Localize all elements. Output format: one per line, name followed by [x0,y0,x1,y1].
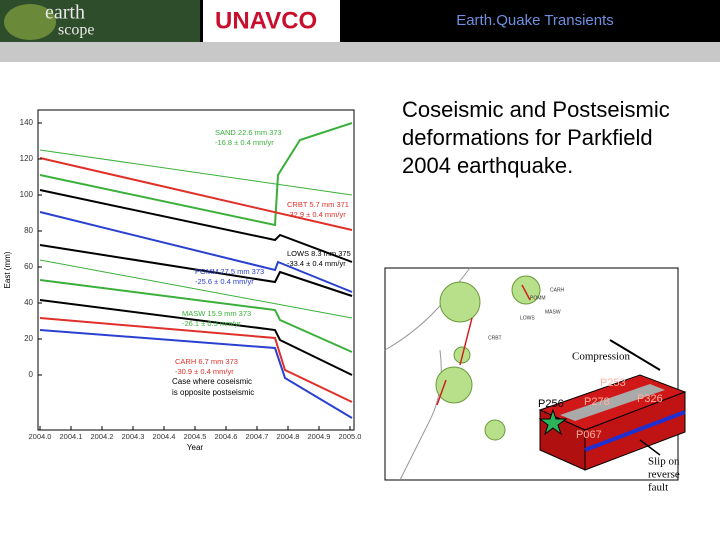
x-tick-label: 2004.6 [215,432,238,441]
earth-image [4,4,56,40]
x-axis-label: Year [187,443,204,452]
x-tick-label: 2004.8 [277,432,300,441]
x-tick-label: 2004.1 [60,432,83,441]
series-line [39,211,353,293]
series-line [39,122,353,227]
station-name: MASW [545,309,561,315]
station-label: CARH 6.7 mm 373 [175,357,238,366]
x-tick-label: 2005.0 [339,432,362,441]
slip-arrow [639,439,661,456]
series-line [39,279,353,353]
station-label: LOWS 8.3 mm 375 [287,249,351,258]
logo-unavco: UNAVCO [215,7,317,34]
series-line [39,189,353,263]
x-tick-label: 2004.5 [184,432,207,441]
station-rate: -26.1 ± 0.3 mm/yr [182,319,241,328]
logo-earth: earth [45,2,85,24]
station-label: MASW 15.9 mm 373 [182,309,251,318]
slip-label: reverse [648,469,680,481]
slip-label: Slip on [648,456,680,468]
header-band [0,42,720,62]
series-line [39,299,353,376]
station-rate: -25.6 ± 0.4 mm/yr [195,277,254,286]
trend-line [39,259,353,319]
header-title: Earth.Quake Transients [456,12,614,29]
y-tick-label: 140 [20,118,34,127]
vector [459,317,473,366]
compression-arrow [609,339,661,371]
trend-line [39,149,353,196]
station-label: POMM 27.5 mm 373 [195,267,264,276]
gps-label: P067 [576,429,602,441]
y-tick-label: 60 [24,262,33,271]
y-tick-label: 100 [20,190,34,199]
station-rate: -16.8 ± 0.4 mm/yr [215,138,274,147]
station-name: POMM [530,295,546,301]
series-line [39,317,353,403]
y-tick-label: 0 [29,370,34,379]
gps-label: P256 [538,398,564,410]
unavco-logo-bg [203,0,340,42]
note: Case where coseismic [172,377,252,386]
compression-label: Compression [572,351,631,363]
y-tick-label: 80 [24,226,33,235]
timeseries-figure: 140 120 100 80 60 40 20 0 2004.0 2004.1 2004.2 2004… [3,109,362,452]
note: is opposite postseismic [172,388,254,397]
error-ellipse [435,366,473,404]
x-tick-label: 2004.7 [246,432,269,441]
logo-scope: scope [58,22,94,39]
error-ellipse [511,275,541,305]
station-label: CRBT 5.7 mm 371 [287,200,349,209]
x-tick-label: 2004.2 [91,432,114,441]
x-tick-label: 2004.0 [29,432,52,441]
vector [436,379,447,406]
gps-label: P278 [584,396,610,408]
station-rate: -32.9 ± 0.4 mm/yr [287,210,346,219]
map-figure: CRBT LOWS POMM MASW CARH Compression P253 P278 P… [384,267,687,494]
fault-plane [584,410,686,452]
station-name: CRBT [488,335,502,341]
gps-label: P326 [637,393,663,405]
gps-label: P253 [600,377,626,389]
error-ellipse [439,281,481,323]
x-tick-label: 2004.3 [122,432,145,441]
x-tick-label: 2004.9 [308,432,331,441]
fault-trace [560,384,665,421]
slip-label: fault [648,482,668,494]
station-name: CARH [550,287,565,293]
vector [521,284,531,301]
caption: Coseismic and Postseismic deformations f… [402,97,670,178]
epicenter-star [538,408,568,436]
station-name: LOWS [520,315,535,321]
station-rate: -33.4 ± 0.4 mm/yr [287,259,346,268]
error-ellipse [484,419,506,441]
y-tick-label: 20 [24,334,33,343]
station-rate: -30.9 ± 0.4 mm/yr [175,367,234,376]
series-line [39,329,353,419]
station-label: SAND 22.6 mm 373 [215,128,282,137]
x-tick-label: 2004.4 [153,432,176,441]
y-tick-label: 40 [24,298,33,307]
series-line [39,157,353,231]
series-line [39,244,353,297]
y-tick-label: 120 [20,154,34,163]
y-axis-label: East (mm) [3,251,12,288]
